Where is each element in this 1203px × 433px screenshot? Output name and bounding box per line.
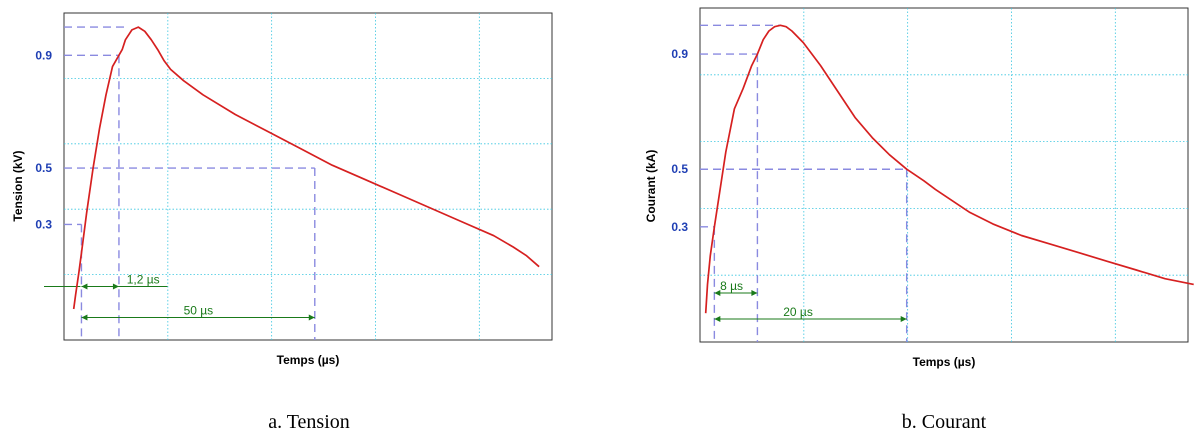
series-layer xyxy=(72,26,540,310)
guide-lines xyxy=(64,26,316,340)
chart-courant: 8 µs 20 µs 0.9 0.5 0.3 Courant (kA) Temps (… xyxy=(644,7,1194,433)
y-axis-label: Courant (kA) xyxy=(644,150,658,223)
plot-frame xyxy=(63,12,553,341)
caption: a. Tension xyxy=(268,411,350,433)
arrow-head-left xyxy=(714,315,721,322)
guide-lines xyxy=(700,24,908,342)
annotations: 1,2 µs 50 µs xyxy=(44,272,315,321)
arrow-head-left xyxy=(81,283,88,290)
y-tick-label: 0.9 xyxy=(671,47,688,61)
y-ticks: 0.9 0.5 0.3 xyxy=(671,47,688,234)
series-layer xyxy=(704,24,1194,314)
plot-frame xyxy=(699,7,1189,343)
y-tick-label: 0.3 xyxy=(671,220,688,234)
arrow-head-right xyxy=(751,290,758,297)
y-axis-label: Tension (kV) xyxy=(11,150,25,221)
duration-label: 50 µs xyxy=(184,303,214,317)
arrow-head-right xyxy=(308,314,315,321)
arrow-head-right xyxy=(112,283,119,290)
annotations: 8 µs 20 µs xyxy=(714,279,907,322)
wave-curve xyxy=(72,26,540,310)
y-tick-label: 0.5 xyxy=(35,161,52,175)
grid-lines xyxy=(700,8,1188,342)
arrow-head-left xyxy=(714,290,721,297)
chart-tension: 1,2 µs 50 µs 0.9 0.5 0.3 Tension (kV) Temps… xyxy=(11,12,553,433)
duration-label: 1,2 µs xyxy=(127,272,160,286)
duration-label: 8 µs xyxy=(720,279,743,293)
wave-curve xyxy=(704,24,1194,314)
grid-lines xyxy=(64,13,552,340)
y-tick-label: 0.5 xyxy=(671,162,688,176)
y-tick-label: 0.3 xyxy=(35,217,52,231)
duration-label: 20 µs xyxy=(783,305,813,319)
x-axis-label: Temps (µs) xyxy=(913,355,976,369)
arrow-head-right xyxy=(900,315,907,322)
y-ticks: 0.9 0.5 0.3 xyxy=(35,48,52,231)
caption: b. Courant xyxy=(902,411,987,433)
arrow-head-left xyxy=(81,314,88,321)
x-axis-label: Temps (µs) xyxy=(277,353,340,367)
y-tick-label: 0.9 xyxy=(35,48,52,62)
